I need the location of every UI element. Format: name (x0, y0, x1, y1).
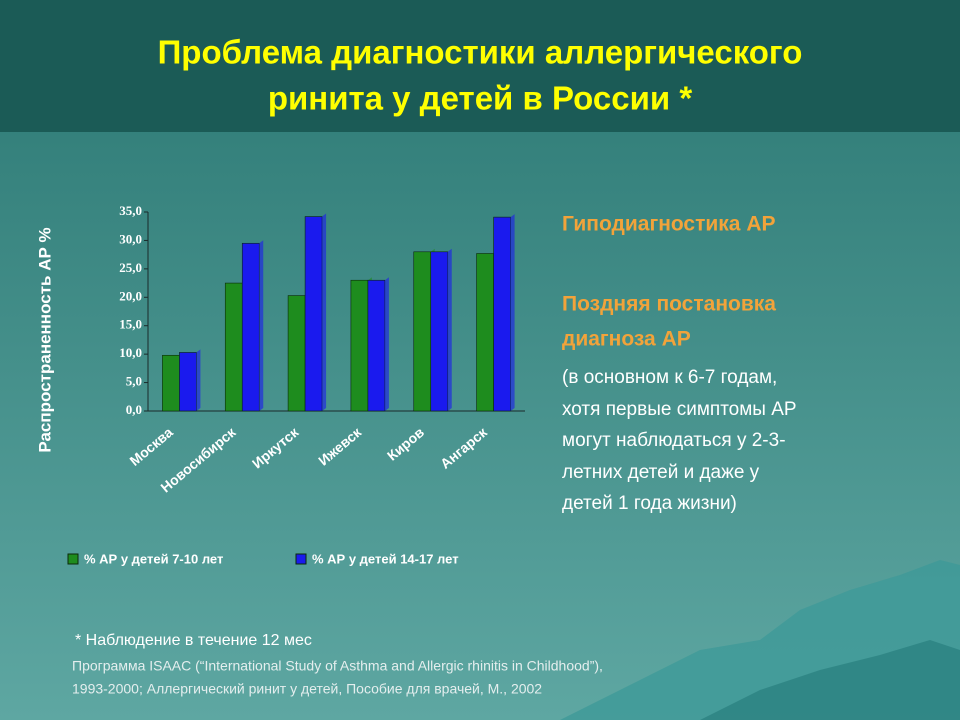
bar (493, 216, 511, 412)
bar (304, 216, 323, 412)
bar (179, 352, 197, 412)
bar-side (196, 349, 201, 411)
bar (287, 295, 306, 412)
bar (476, 253, 494, 412)
y-tick-label: 30,0 (119, 231, 142, 246)
y-axis-label: Распространенность АР % (35, 227, 54, 452)
title-line: Проблема диагностики аллергического (158, 34, 803, 71)
bar (241, 242, 260, 412)
footnote: Программа ISAAC (“International Study of… (72, 658, 603, 674)
y-tick-label: 10,0 (119, 345, 142, 360)
y-tick-label: 35,0 (119, 203, 142, 218)
bar (413, 251, 432, 412)
bar-side (510, 214, 515, 411)
y-tick-label: 15,0 (119, 317, 142, 332)
y-tick-label: 25,0 (119, 260, 142, 275)
y-tick-label: 0,0 (126, 402, 142, 417)
side-line: могут наблюдаться у 2-3- (562, 430, 786, 451)
y-tick-label: 20,0 (119, 288, 142, 303)
side-heading: Гиподиагностика АР (562, 213, 776, 236)
bar-side (322, 213, 327, 411)
side-heading: диагноза АР (562, 328, 691, 351)
side-line: хотя первые симптомы АР (562, 399, 797, 420)
legend-swatch (67, 553, 79, 565)
legend-label: % АР у детей 7-10 лет (84, 551, 223, 566)
side-heading: Поздняя постановка (562, 293, 776, 316)
title-band (0, 0, 960, 132)
bar (430, 251, 449, 412)
mountain-decoration (700, 640, 960, 720)
bar (367, 279, 386, 412)
bar-side (384, 277, 389, 411)
y-tick-label: 5,0 (126, 374, 142, 389)
footnote: 1993-2000; Аллергический ринит у детей, … (72, 681, 542, 697)
bar (162, 354, 180, 412)
bar-side (447, 248, 452, 411)
bar-side (259, 240, 264, 411)
footnote: * Наблюдение в течение 12 мес (75, 632, 312, 649)
bar (350, 279, 369, 412)
bar (224, 282, 243, 412)
title-line: ринита у детей в России * (268, 80, 693, 117)
side-line: летних детей и даже у (562, 462, 760, 483)
legend-swatch (295, 553, 307, 565)
legend-label: % АР у детей 14-17 лет (312, 551, 459, 566)
side-line: (в основном к 6-7 годам, (562, 367, 777, 388)
side-line: детей 1 года жизни) (562, 493, 737, 514)
